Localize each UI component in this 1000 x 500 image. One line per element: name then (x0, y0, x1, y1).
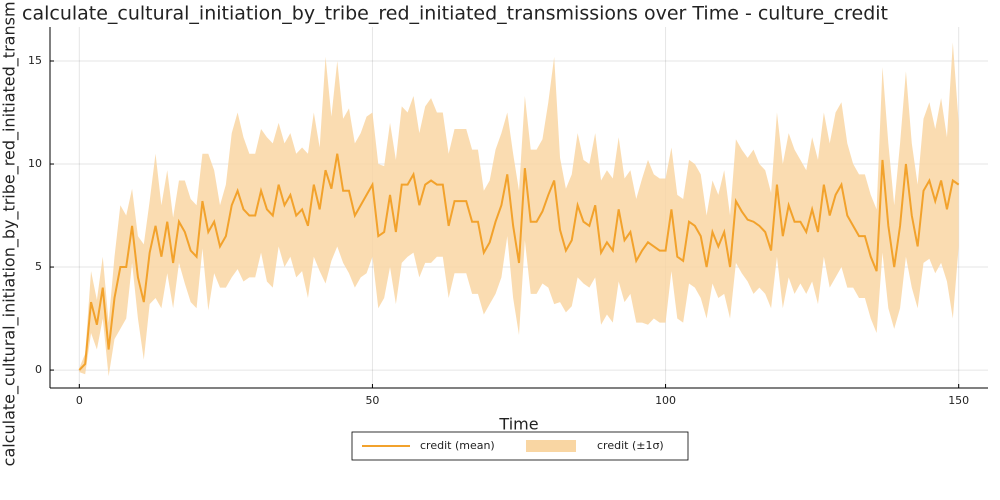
y-tick-label: 15 (28, 54, 42, 67)
y-axis-label: calculate_cultural_initiation_by_tribe_r… (0, 0, 20, 466)
x-tick-label: 0 (76, 394, 83, 407)
y-tick-label: 10 (28, 157, 42, 170)
chart-title: calculate_cultural_initiation_by_tribe_r… (22, 3, 888, 25)
legend-label: credit (±1σ) (597, 439, 664, 452)
x-tick-label: 100 (655, 394, 676, 407)
band (79, 42, 959, 377)
x-tick-label: 150 (948, 394, 969, 407)
line (78, 153, 960, 371)
x-axis-label: Time (498, 415, 538, 434)
x-tick-label: 50 (365, 394, 379, 407)
y-tick-label: 5 (35, 260, 42, 273)
legend-swatch (526, 440, 576, 452)
y-tick-label: 0 (35, 363, 42, 376)
legend-label: credit (mean) (420, 439, 495, 452)
